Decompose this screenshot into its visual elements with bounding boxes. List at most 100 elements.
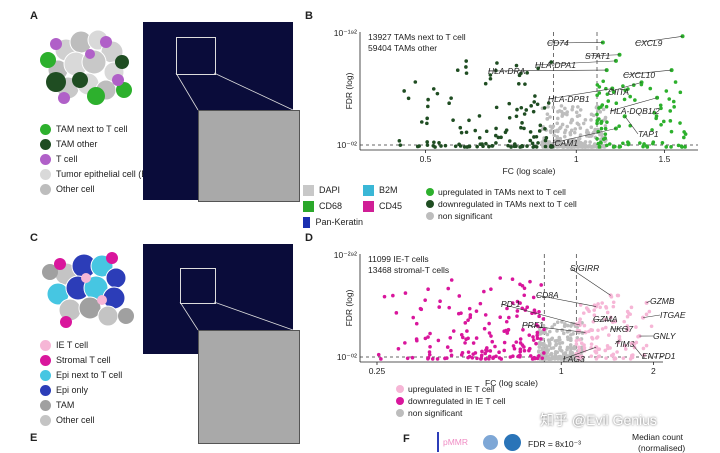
point-down <box>529 104 533 108</box>
legend-c-label: IE T cell <box>56 340 88 350</box>
point-up <box>582 311 586 315</box>
legend-a-label: TAM next to T cell <box>56 124 128 134</box>
panel-label-d: D <box>305 232 313 244</box>
point-nonsig <box>566 324 570 328</box>
point-down <box>534 342 538 346</box>
point-nonsig <box>569 333 573 337</box>
point-nonsig <box>573 127 577 131</box>
point-down <box>522 345 526 349</box>
point-down <box>494 354 498 358</box>
panel-f-fdr: FDR = 8x10⁻³ <box>528 439 581 450</box>
point-down <box>507 316 511 320</box>
legend-a-swatch <box>40 184 51 195</box>
point-nonsig <box>569 338 573 342</box>
point-down <box>437 339 441 343</box>
gene-label: HLA-DQB1/2 <box>610 106 660 116</box>
point-nonsig <box>557 336 561 340</box>
point-up <box>598 145 602 149</box>
point-down <box>493 345 497 349</box>
point-down <box>450 353 454 357</box>
point-down <box>525 71 529 75</box>
point-down <box>454 144 458 148</box>
point-up <box>612 300 616 304</box>
point-up <box>597 106 601 110</box>
point-nonsig <box>590 113 594 117</box>
gene-label-leader <box>625 116 638 134</box>
point-down <box>377 353 381 357</box>
point-up <box>601 79 605 83</box>
point-up <box>590 328 594 332</box>
legend-c-label: TAM <box>56 400 74 410</box>
point-down <box>425 122 429 126</box>
gene-label: HLA-DPA1 <box>535 60 576 70</box>
point-nonsig <box>604 116 608 120</box>
point-nonsig <box>563 324 567 328</box>
x-axis-label: FC (log scale) <box>503 166 556 176</box>
point-nonsig <box>556 117 560 121</box>
point-up <box>659 106 663 110</box>
point-down <box>485 129 489 133</box>
legend-dot <box>396 409 404 417</box>
point-down <box>544 145 548 149</box>
point-down <box>514 340 518 344</box>
point-up <box>667 97 671 101</box>
legend-a-item: Tumor epithelial cell (Epi) <box>40 167 157 181</box>
point-down <box>464 65 468 69</box>
point-up <box>617 294 621 298</box>
pmmr-label: pMMR <box>443 437 468 447</box>
point-down <box>399 143 403 147</box>
point-down <box>488 355 492 359</box>
point-down <box>451 118 455 122</box>
point-up <box>626 315 630 319</box>
legend-a-swatch <box>40 139 51 150</box>
gene-label: PD-1 <box>501 299 521 309</box>
point-down <box>450 278 454 282</box>
gene-label: TAP1 <box>638 129 659 139</box>
point-up <box>635 341 639 345</box>
y-bottom-label: 10⁻⁰² <box>337 140 357 150</box>
point-up <box>630 306 634 310</box>
point-up <box>604 132 608 136</box>
point-down <box>508 116 512 120</box>
point-down <box>449 96 453 100</box>
point-down <box>424 337 428 341</box>
point-down <box>519 347 523 351</box>
point-down <box>537 310 541 314</box>
legend-c-item: Epi only <box>40 383 122 397</box>
point-up <box>648 87 652 91</box>
point-up <box>598 305 602 309</box>
point-nonsig <box>537 345 541 349</box>
point-down <box>508 139 512 143</box>
point-up <box>600 120 604 124</box>
point-down <box>505 320 509 324</box>
point-down <box>539 337 543 341</box>
point-down <box>460 131 464 135</box>
point-up <box>611 353 615 357</box>
point-up <box>645 344 649 348</box>
point-down <box>432 140 436 144</box>
point-up <box>601 103 605 107</box>
point-nonsig <box>580 145 584 149</box>
legend-label: downregulated in TAMs next to T cell <box>438 199 577 209</box>
point-nonsig <box>571 105 575 109</box>
point-down <box>432 87 436 91</box>
point-nonsig <box>590 145 594 149</box>
point-up <box>630 355 634 359</box>
x-tick-label: 0.25 <box>369 366 386 376</box>
gene-label: SIGIRR <box>570 263 599 273</box>
gene-label: GZMB <box>650 296 675 306</box>
point-down <box>446 287 450 291</box>
point-down <box>433 145 437 149</box>
point-nonsig <box>579 126 583 130</box>
legend-c-label: Epi only <box>56 385 88 395</box>
legend-a-item: TAM other <box>40 137 157 151</box>
cell-cluster-illustration-a <box>36 22 136 114</box>
point-down <box>391 294 395 298</box>
point-down <box>532 296 536 300</box>
legend-label: downregulated in IE T cell <box>408 396 506 406</box>
point-down <box>529 130 533 134</box>
point-down <box>431 357 435 361</box>
point-down <box>527 333 531 337</box>
point-up <box>683 145 687 149</box>
